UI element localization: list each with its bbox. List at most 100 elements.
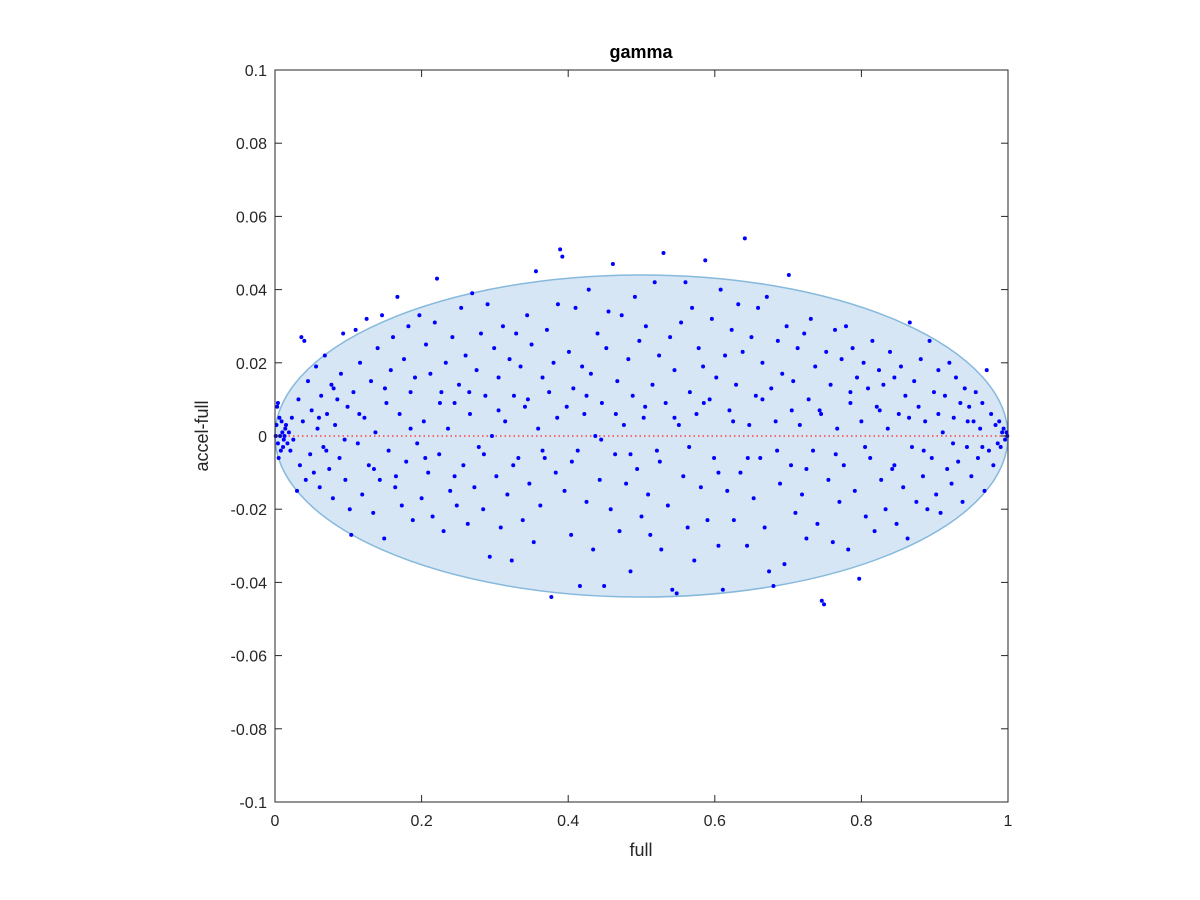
- data-point: [635, 466, 640, 471]
- y-axis-label: accel-full: [192, 400, 212, 471]
- data-point: [571, 386, 576, 391]
- data-point: [454, 503, 459, 508]
- data-point: [316, 415, 321, 420]
- data-point: [591, 547, 596, 552]
- data-point: [527, 481, 532, 486]
- data-point: [624, 481, 629, 486]
- data-point: [833, 452, 838, 457]
- data-point: [872, 529, 877, 534]
- data-point: [971, 419, 976, 424]
- data-point: [804, 536, 809, 541]
- data-point: [896, 412, 901, 417]
- data-point: [804, 466, 809, 471]
- data-point: [476, 444, 481, 449]
- data-point: [540, 375, 545, 380]
- data-point: [291, 437, 296, 442]
- data-point: [852, 488, 857, 493]
- chart-title: gamma: [609, 42, 673, 62]
- data-point: [280, 430, 285, 435]
- data-point: [949, 481, 954, 486]
- data-point: [300, 419, 305, 424]
- data-point: [951, 415, 956, 420]
- data-point: [797, 423, 802, 428]
- data-point: [936, 412, 941, 417]
- data-point: [608, 507, 613, 512]
- data-point: [690, 305, 695, 310]
- data-point: [723, 353, 728, 358]
- data-point: [377, 477, 382, 482]
- data-point: [437, 401, 442, 406]
- data-point: [461, 463, 466, 468]
- data-point: [294, 488, 299, 493]
- data-point: [714, 375, 719, 380]
- data-point: [727, 408, 732, 413]
- data-point: [793, 510, 798, 515]
- data-point: [584, 393, 589, 398]
- x-tick-label: 0.8: [850, 813, 872, 830]
- data-point: [712, 455, 717, 460]
- data-point: [784, 324, 789, 329]
- data-point: [299, 335, 304, 340]
- data-point: [965, 419, 970, 424]
- data-point: [773, 419, 778, 424]
- data-point: [525, 313, 530, 318]
- data-point: [487, 554, 492, 559]
- data-point: [275, 441, 280, 446]
- y-axis-ticks: 0.1 0.08 0.06 0.04 0.02 0 -0.02 -0.04 -0.06 -0.08…: [231, 63, 1008, 812]
- data-point: [569, 532, 574, 537]
- data-point: [984, 368, 989, 373]
- data-point: [288, 448, 293, 453]
- data-point: [967, 404, 972, 409]
- data-point: [511, 463, 516, 468]
- data-point: [857, 576, 862, 581]
- data-point: [507, 357, 512, 362]
- data-point: [584, 499, 589, 504]
- data-point: [375, 346, 380, 351]
- data-point: [800, 492, 805, 497]
- data-point: [960, 499, 965, 504]
- data-point: [474, 368, 479, 373]
- data-point: [489, 434, 494, 438]
- data-point: [701, 364, 706, 369]
- data-point: [588, 371, 593, 376]
- data-point: [907, 415, 912, 420]
- data-point: [668, 335, 673, 340]
- data-point: [467, 412, 472, 417]
- data-point: [692, 558, 697, 563]
- data-point: [914, 499, 919, 504]
- data-point: [555, 302, 560, 307]
- data-point: [331, 386, 336, 391]
- data-point: [705, 518, 710, 523]
- data-point: [740, 349, 745, 354]
- data-point: [366, 463, 371, 468]
- data-point: [848, 401, 853, 406]
- data-point: [286, 430, 291, 435]
- data-point: [481, 452, 486, 457]
- data-point: [927, 338, 932, 343]
- data-point: [337, 455, 342, 460]
- data-point: [907, 320, 912, 325]
- data-point: [881, 382, 886, 387]
- data-point: [663, 401, 668, 406]
- data-point: [835, 426, 840, 431]
- data-point: [863, 444, 868, 449]
- data-point: [995, 441, 1000, 446]
- data-point: [423, 342, 428, 347]
- data-point: [760, 360, 765, 365]
- data-point: [980, 444, 985, 449]
- data-point: [413, 375, 418, 380]
- data-point: [395, 294, 400, 299]
- data-point: [465, 521, 470, 526]
- data-point: [934, 492, 939, 497]
- data-point: [281, 437, 286, 442]
- data-point: [597, 477, 602, 482]
- data-point: [415, 441, 420, 446]
- data-point: [648, 532, 653, 537]
- data-point: [657, 353, 662, 358]
- data-point: [720, 587, 725, 592]
- data-point: [322, 353, 327, 358]
- data-point: [709, 316, 714, 321]
- data-point: [544, 327, 549, 332]
- data-point: [467, 390, 472, 395]
- data-point: [980, 401, 985, 406]
